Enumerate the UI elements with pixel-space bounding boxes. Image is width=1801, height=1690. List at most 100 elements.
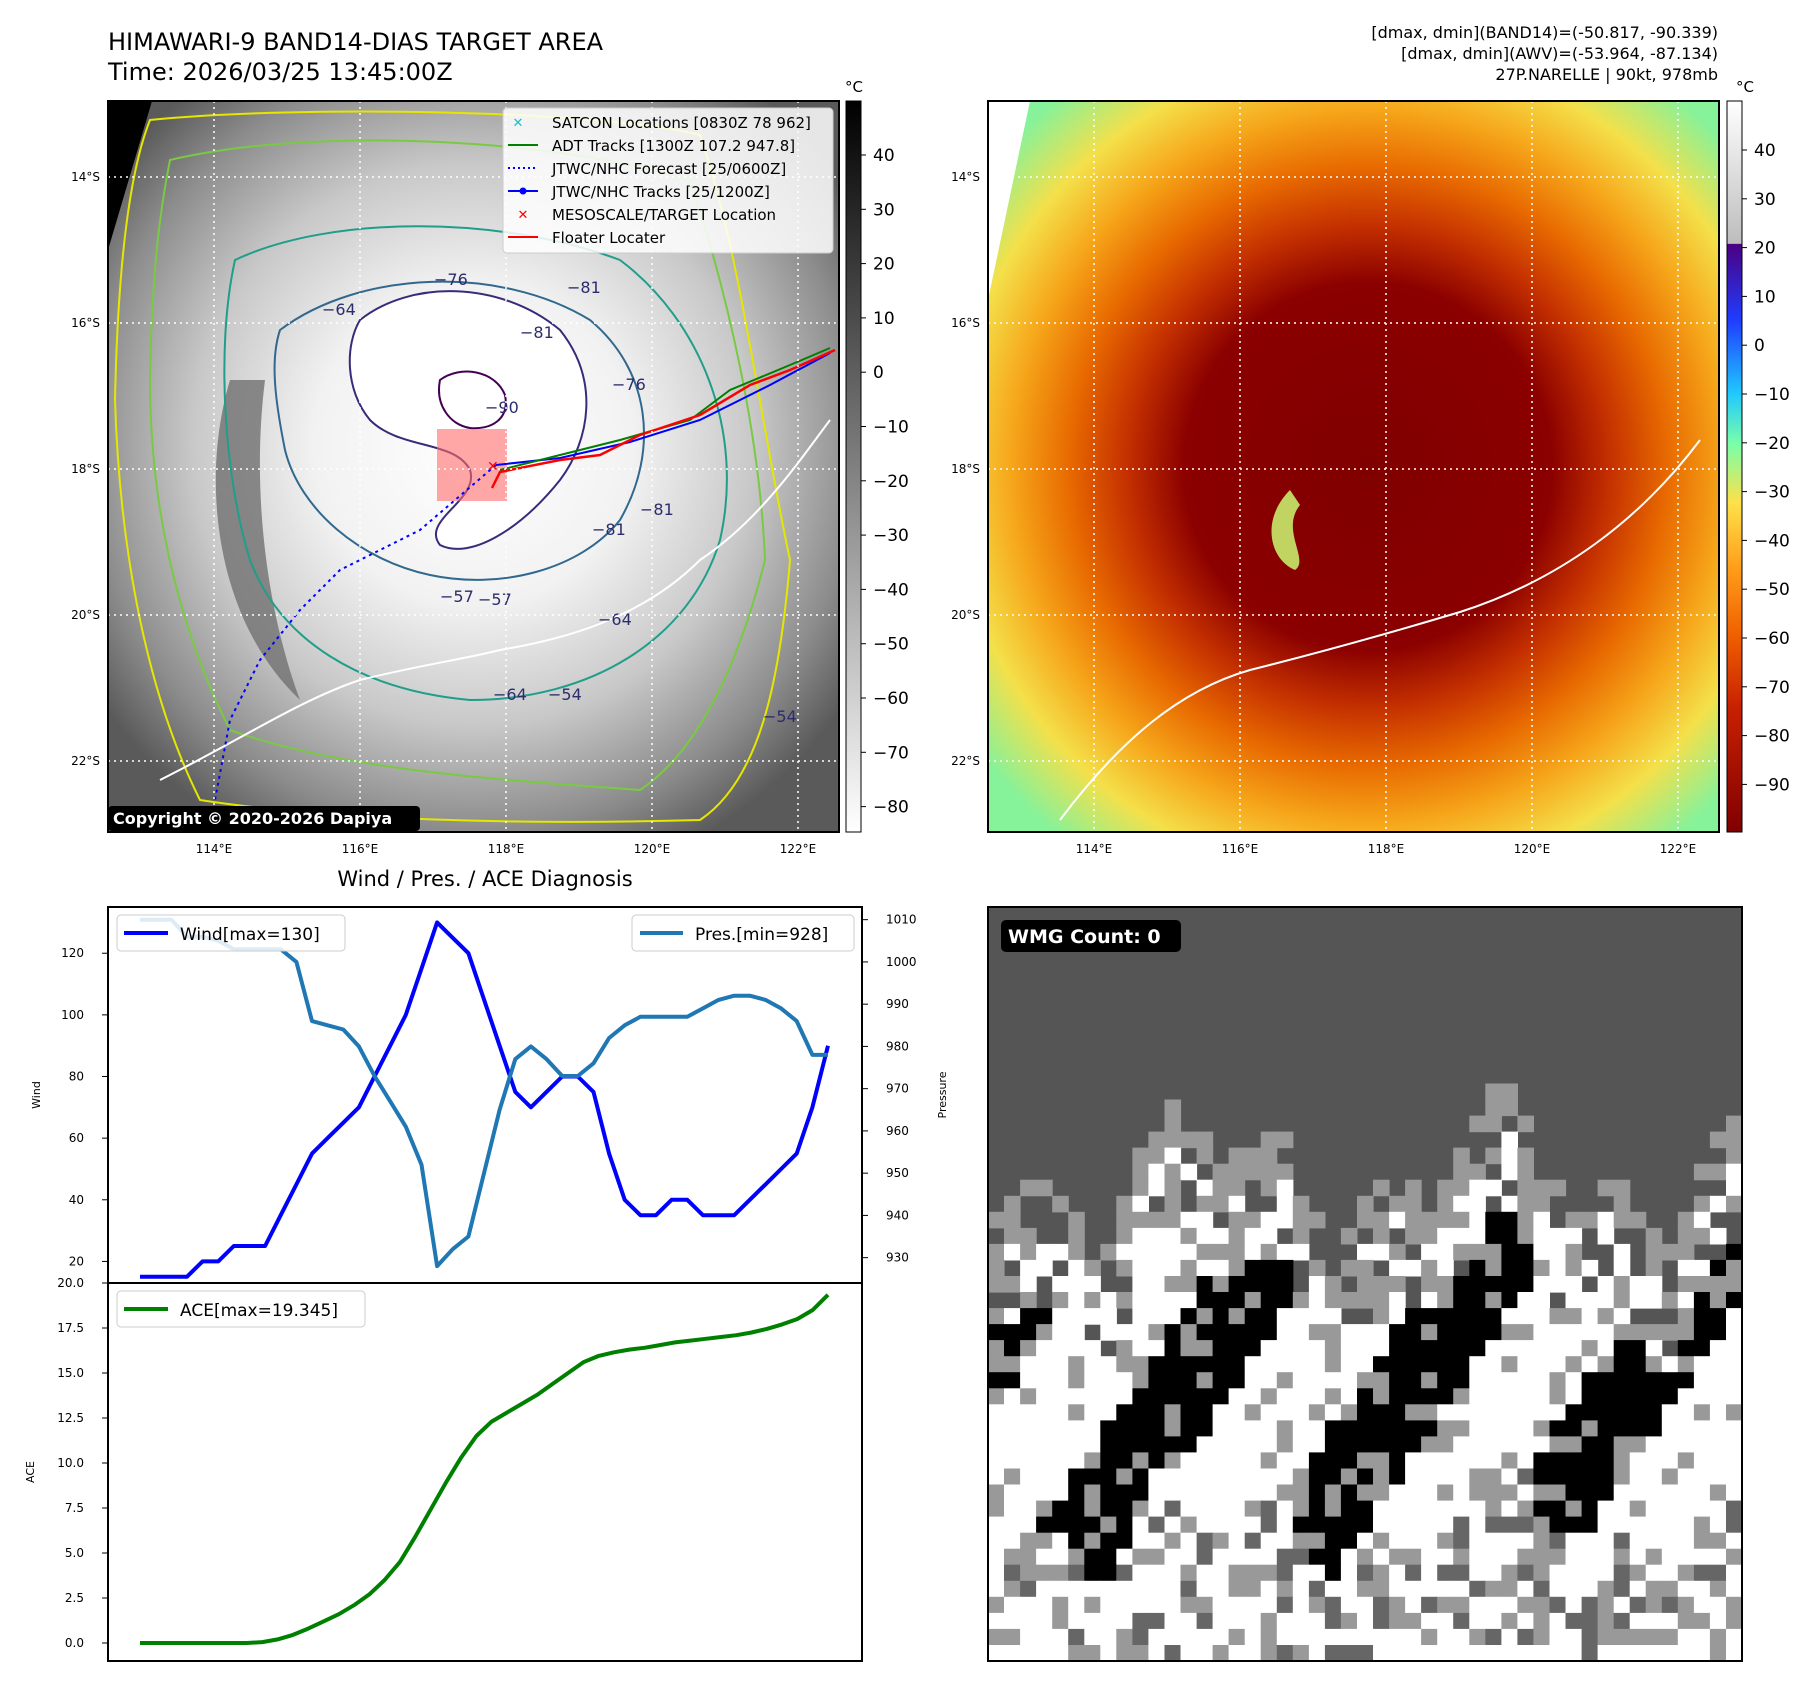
wmg-cell bbox=[1469, 1243, 1486, 1261]
wmg-cell bbox=[1565, 1612, 1583, 1630]
wmg-cell bbox=[1421, 1645, 1438, 1661]
wmg-cell bbox=[1629, 1548, 1647, 1566]
wmg-cell bbox=[1726, 1564, 1742, 1582]
wmg-cell bbox=[1677, 1372, 1695, 1389]
wmg-cell bbox=[1244, 1420, 1262, 1437]
wmg-cell bbox=[1357, 1484, 1374, 1502]
wmg-cell bbox=[1405, 1211, 1422, 1229]
wmg-cell bbox=[1308, 1308, 1326, 1325]
wmg-cell bbox=[1292, 1420, 1310, 1437]
wmg-cell bbox=[1100, 1500, 1117, 1518]
wmg-cell bbox=[1212, 1548, 1230, 1566]
wmg-cell bbox=[1068, 1596, 1085, 1614]
wmg-cell bbox=[1004, 1195, 1021, 1213]
contour-label: −81 bbox=[640, 500, 674, 519]
wmg-cell bbox=[1196, 1259, 1214, 1277]
wmg-cell bbox=[1244, 1340, 1262, 1357]
legend-label-adt: ADT Tracks [1300Z 107.2 947.8] bbox=[552, 137, 795, 155]
wmg-cell bbox=[1373, 1404, 1390, 1421]
ir-cdo-contour bbox=[348, 290, 588, 550]
wmg-cell bbox=[988, 1628, 1005, 1646]
wmg-cell bbox=[1276, 1243, 1294, 1261]
wmg-cell bbox=[1437, 1243, 1454, 1261]
wmg-cell bbox=[1180, 1243, 1198, 1261]
wmg-cell bbox=[1132, 1308, 1149, 1325]
wmg-cell bbox=[1405, 1356, 1422, 1373]
wmg-cell bbox=[1501, 1243, 1518, 1261]
ace-axis-label: ACE bbox=[24, 1461, 37, 1483]
wmg-cell bbox=[1677, 1259, 1695, 1277]
wmg-cell bbox=[1052, 1468, 1069, 1486]
wmg-cell bbox=[1244, 1243, 1262, 1261]
wmg-cell bbox=[1709, 1612, 1727, 1630]
wmg-cell bbox=[1244, 1484, 1262, 1502]
wmg-cell bbox=[1180, 1211, 1198, 1229]
wmg-cell bbox=[1164, 1548, 1182, 1566]
wmg-cell bbox=[1549, 1628, 1567, 1646]
wmg-cell bbox=[1004, 1596, 1021, 1614]
wmg-cell bbox=[1405, 1420, 1422, 1437]
wmg-cell bbox=[1533, 1516, 1550, 1534]
wmg-cell bbox=[1260, 1324, 1278, 1341]
wmg-cell bbox=[1164, 1356, 1182, 1373]
wmg-cell bbox=[1244, 1324, 1262, 1341]
wmg-cell bbox=[1052, 1276, 1069, 1293]
wmg-cell bbox=[1324, 1404, 1342, 1421]
wmg-cell bbox=[1212, 1227, 1230, 1245]
wmg-cell bbox=[1517, 1580, 1534, 1598]
wmg-cell bbox=[1260, 1500, 1278, 1518]
wmg-cell bbox=[1324, 1628, 1342, 1646]
wmg-cell bbox=[1709, 1324, 1727, 1341]
wmg-cell bbox=[1084, 1420, 1101, 1437]
wmg-cell bbox=[1469, 1227, 1486, 1245]
wmg-cell bbox=[988, 1243, 1005, 1261]
wmg-cell bbox=[1597, 1404, 1615, 1421]
wmg-cell bbox=[1373, 1292, 1390, 1309]
wmg-cell bbox=[1244, 1308, 1262, 1325]
wmg-cell bbox=[1004, 1548, 1021, 1566]
wmg-cell bbox=[1276, 1548, 1294, 1566]
wmg-cell bbox=[1726, 1340, 1742, 1357]
wmg-cell bbox=[1100, 1452, 1117, 1469]
wmg-cell bbox=[1148, 1308, 1165, 1325]
wmg-cell bbox=[1661, 1372, 1679, 1389]
wmg-cell bbox=[1581, 1516, 1599, 1534]
wmg-cell bbox=[1549, 1645, 1567, 1661]
wmg-cell bbox=[1613, 1356, 1631, 1373]
ace-tick-label: 7.5 bbox=[65, 1501, 84, 1515]
wmg-cell bbox=[1324, 1484, 1342, 1502]
wmg-cell bbox=[1613, 1340, 1631, 1357]
wmg-cell bbox=[1068, 1532, 1085, 1550]
wmg-cell bbox=[1260, 1628, 1278, 1646]
wmg-cell bbox=[1661, 1596, 1679, 1614]
wmg-cell bbox=[1629, 1452, 1647, 1469]
wmg-cell bbox=[1597, 1612, 1615, 1630]
wmg-cell bbox=[1180, 1468, 1198, 1486]
wmg-cell bbox=[1693, 1484, 1711, 1502]
wmg-cell bbox=[1212, 1484, 1230, 1502]
wmg-cell bbox=[1726, 1580, 1742, 1598]
wmg-cell bbox=[1292, 1340, 1310, 1357]
wmg-cell bbox=[1132, 1147, 1149, 1165]
wmg-cell bbox=[988, 1516, 1005, 1534]
wmg-cell bbox=[1437, 1596, 1454, 1614]
wmg-cell bbox=[1405, 1628, 1422, 1646]
colorbar-tick-label: −60 bbox=[873, 689, 909, 709]
wmg-cell bbox=[1260, 1596, 1278, 1614]
wmg-cell bbox=[988, 1372, 1005, 1389]
wmg-cell bbox=[1597, 1292, 1615, 1309]
ace-tick-label: 5.0 bbox=[65, 1546, 84, 1560]
wmg-cell bbox=[1533, 1436, 1550, 1453]
wmg-cell bbox=[1677, 1388, 1695, 1405]
wmg-cell bbox=[1581, 1452, 1599, 1469]
wmg-cell bbox=[1549, 1452, 1567, 1469]
wmg-cell bbox=[1308, 1259, 1326, 1277]
wmg-cell bbox=[1709, 1227, 1727, 1245]
wmg-cell bbox=[988, 1404, 1005, 1421]
wmg-cell bbox=[1260, 1147, 1278, 1165]
wmg-cell bbox=[1116, 1243, 1133, 1261]
wmg-cell bbox=[1517, 1292, 1534, 1309]
wmg-cell bbox=[1469, 1179, 1486, 1197]
wmg-cell bbox=[1597, 1356, 1615, 1373]
wmg-cell bbox=[1645, 1628, 1663, 1646]
